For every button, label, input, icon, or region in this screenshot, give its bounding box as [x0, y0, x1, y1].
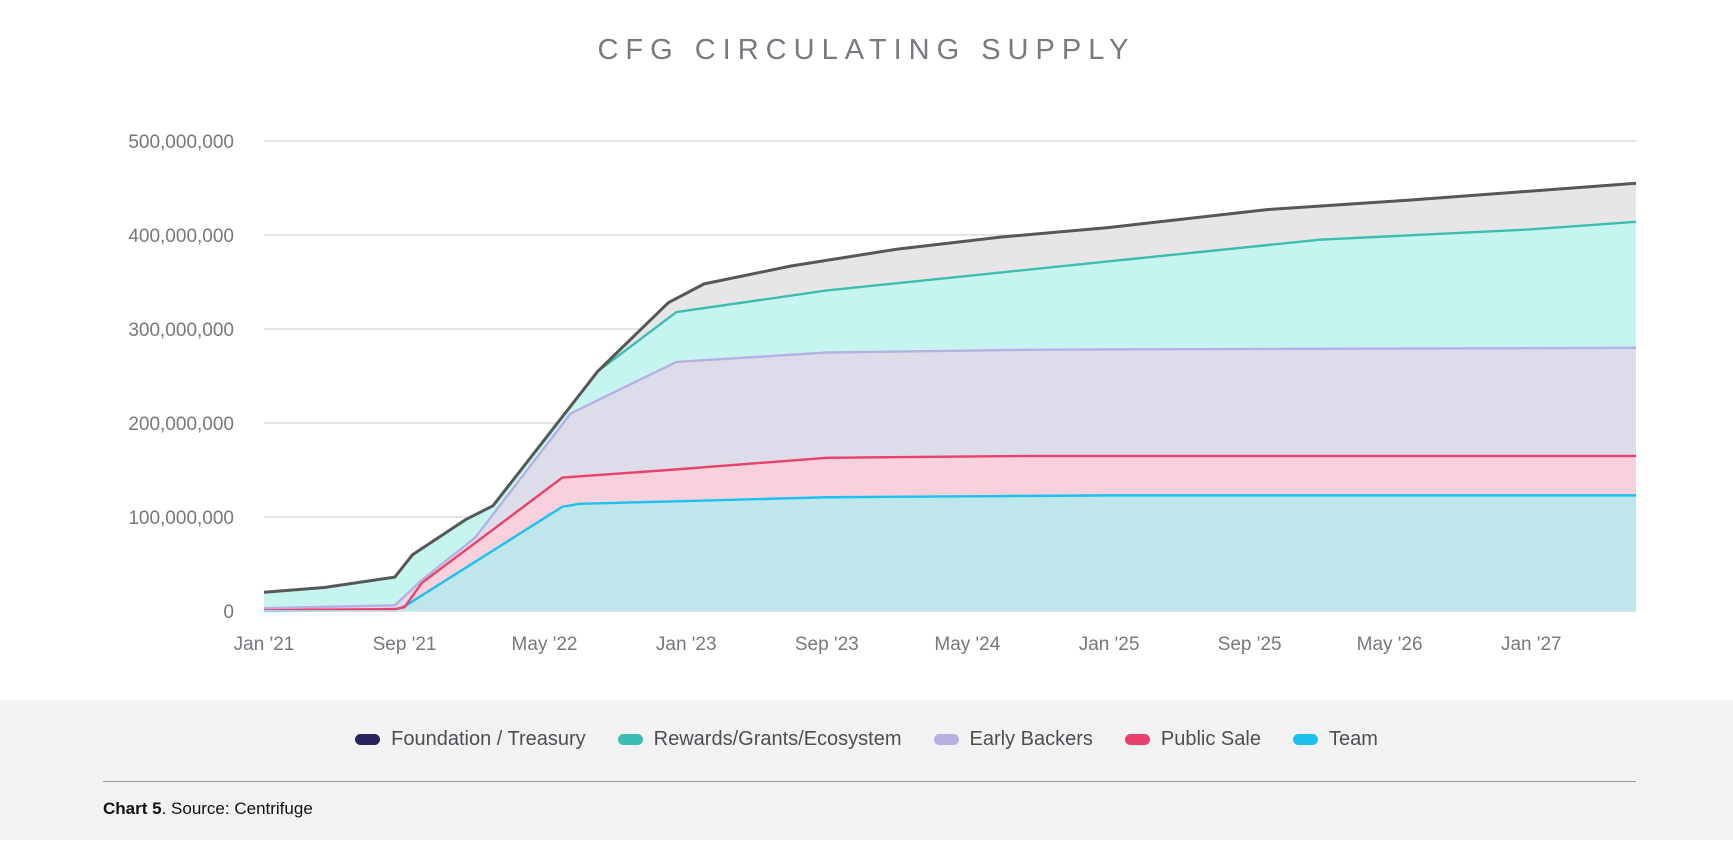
chart-footer: Foundation / Treasury Rewards/Grants/Ecos… — [0, 700, 1733, 840]
area-team — [264, 495, 1636, 611]
legend-swatch — [617, 734, 643, 745]
legend-item: Early Backers — [933, 728, 1093, 751]
x-tick-label: Jan '27 — [1501, 634, 1562, 655]
caption-label: Chart 5 — [103, 799, 162, 818]
x-axis: Jan '21 Sep '21 May '22 Jan '23 Sep '23 May '… — [234, 634, 1562, 655]
line-early-backers — [263, 346, 1637, 610]
legend-swatch — [1124, 734, 1150, 745]
x-tick-label: May '24 — [934, 634, 1000, 655]
x-tick-label: Jan '23 — [656, 634, 717, 655]
line-public-sale — [263, 454, 1636, 612]
y-axis: 0 100,000,000 200,000,000 300,000,000 400,00… — [128, 132, 234, 623]
legend-label: Early Backers — [969, 728, 1093, 750]
x-tick-label: Jan '25 — [1079, 634, 1140, 655]
legend-swatch — [1292, 734, 1318, 745]
legend-label: Public Sale — [1160, 728, 1261, 750]
x-tick-label: May '26 — [1357, 634, 1423, 655]
series-lines — [263, 181, 1637, 613]
legend-label: Foundation / Treasury — [391, 728, 586, 750]
line-foundation-treasury — [263, 181, 1637, 594]
legend-item: Foundation / Treasury — [355, 728, 586, 751]
y-tick-label: 200,000,000 — [128, 414, 234, 435]
x-tick-label: May '22 — [512, 634, 578, 655]
legend-swatch — [933, 734, 959, 745]
chart-canvas: 0 100,000,000 200,000,000 300,000,000 400,00… — [128, 132, 1637, 655]
x-tick-label: Jan '21 — [234, 634, 295, 655]
legend-item: Public Sale — [1124, 728, 1261, 751]
legend-swatch — [355, 734, 381, 745]
chart-caption: Chart 5. Source: Centrifuge — [103, 799, 313, 819]
x-tick-label: Sep '25 — [1218, 634, 1282, 655]
legend-item: Team — [1292, 728, 1378, 751]
y-tick-label: 500,000,000 — [128, 132, 234, 153]
legend-item: Rewards/Grants/Ecosystem — [617, 728, 902, 751]
legend: Foundation / Treasury Rewards/Grants/Ecos… — [0, 728, 1733, 751]
y-tick-label: 300,000,000 — [128, 320, 234, 341]
y-tick-label: 400,000,000 — [128, 226, 234, 247]
divider — [103, 781, 1636, 782]
x-tick-label: Sep '21 — [373, 634, 437, 655]
legend-label: Rewards/Grants/Ecosystem — [653, 728, 902, 750]
x-tick-label: Sep '23 — [795, 634, 859, 655]
caption-source: . Source: Centrifuge — [161, 799, 313, 818]
chart-title: CFG CIRCULATING SUPPLY — [597, 34, 1136, 66]
y-tick-label: 100,000,000 — [128, 508, 234, 529]
y-tick-label: 0 — [223, 602, 234, 623]
legend-label: Team — [1328, 728, 1378, 750]
